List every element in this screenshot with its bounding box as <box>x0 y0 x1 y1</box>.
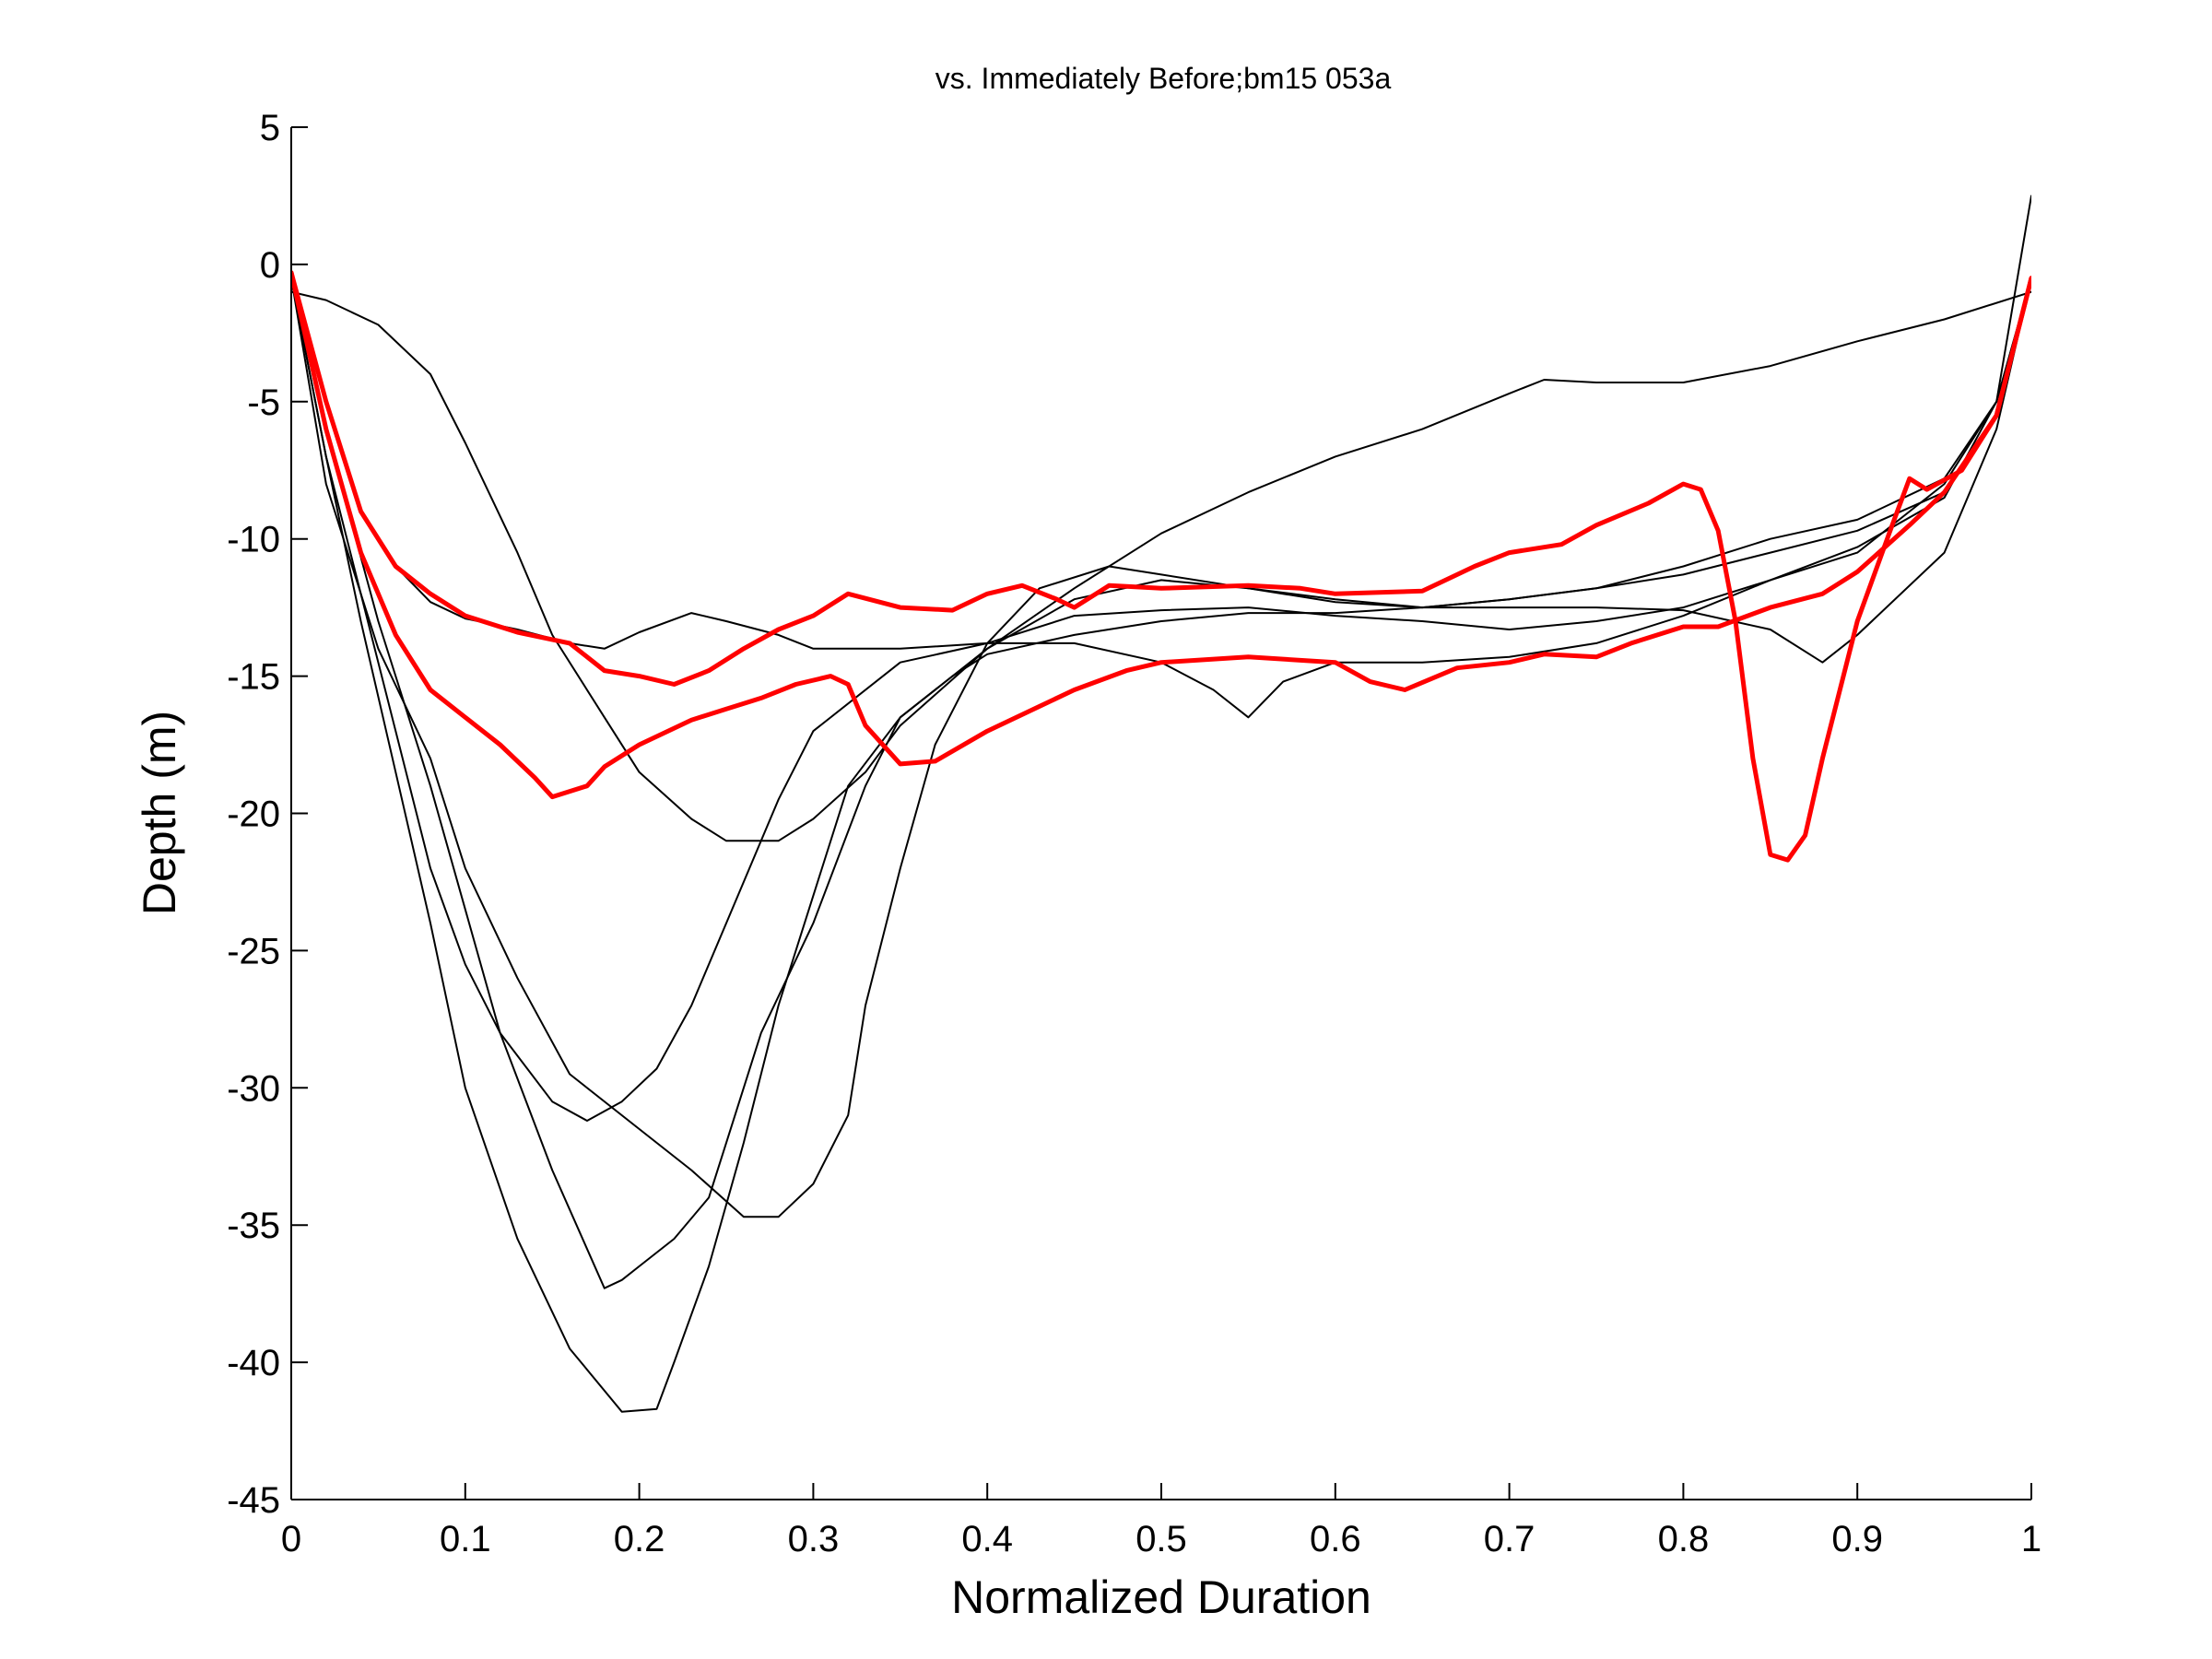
x-tick-label: 0.2 <box>614 1519 665 1559</box>
x-tick-label: 1 <box>2021 1519 2041 1559</box>
chart-title: vs. Immediately Before;bm15 053a <box>935 62 1392 95</box>
y-tick-label: 0 <box>260 245 280 286</box>
black-dive-line <box>291 276 2031 1122</box>
y-tick-label: -40 <box>227 1343 280 1383</box>
black-dive-line <box>291 276 2031 1413</box>
red-dive-line <box>291 270 2031 800</box>
x-tick-label: 0.1 <box>440 1519 491 1559</box>
y-tick-label: -10 <box>227 520 280 560</box>
x-tick-label: 0.6 <box>1310 1519 1361 1559</box>
y-tick-label: -25 <box>227 931 280 971</box>
x-axis-label: Normalized Duration <box>951 1571 1371 1623</box>
black-dive-line <box>291 276 2031 1289</box>
y-tick-label: -5 <box>247 382 280 423</box>
y-tick-label: -45 <box>227 1480 280 1521</box>
y-tick-label: -15 <box>227 657 280 698</box>
series-layer <box>291 194 2031 1413</box>
y-tick-label: -35 <box>227 1206 280 1246</box>
axes-layer: 0 0.1 0.2 0.3 0.4 0.5 0.6 0.7 0.8 0.9 1 5 0 -5 -10 -15 -… <box>227 108 2041 1559</box>
x-tick-label: 0.5 <box>1135 1519 1187 1559</box>
y-tick-label: -20 <box>227 794 280 835</box>
x-tick-label: 0.9 <box>1831 1519 1883 1559</box>
x-tick-label: 0.3 <box>788 1519 840 1559</box>
red-dive-line <box>291 270 2031 863</box>
x-tick-label: 0.4 <box>961 1519 1013 1559</box>
black-dive-line <box>291 290 2031 842</box>
x-tick-label: 0.7 <box>1484 1519 1535 1559</box>
black-dive-line <box>291 276 2031 1218</box>
x-tick-label: 0.8 <box>1658 1519 1710 1559</box>
y-tick-label: -30 <box>227 1068 280 1109</box>
x-tick-label: 0 <box>281 1519 301 1559</box>
y-axis-label: Depth (m) <box>134 711 185 915</box>
y-tick-label: 5 <box>260 108 280 148</box>
